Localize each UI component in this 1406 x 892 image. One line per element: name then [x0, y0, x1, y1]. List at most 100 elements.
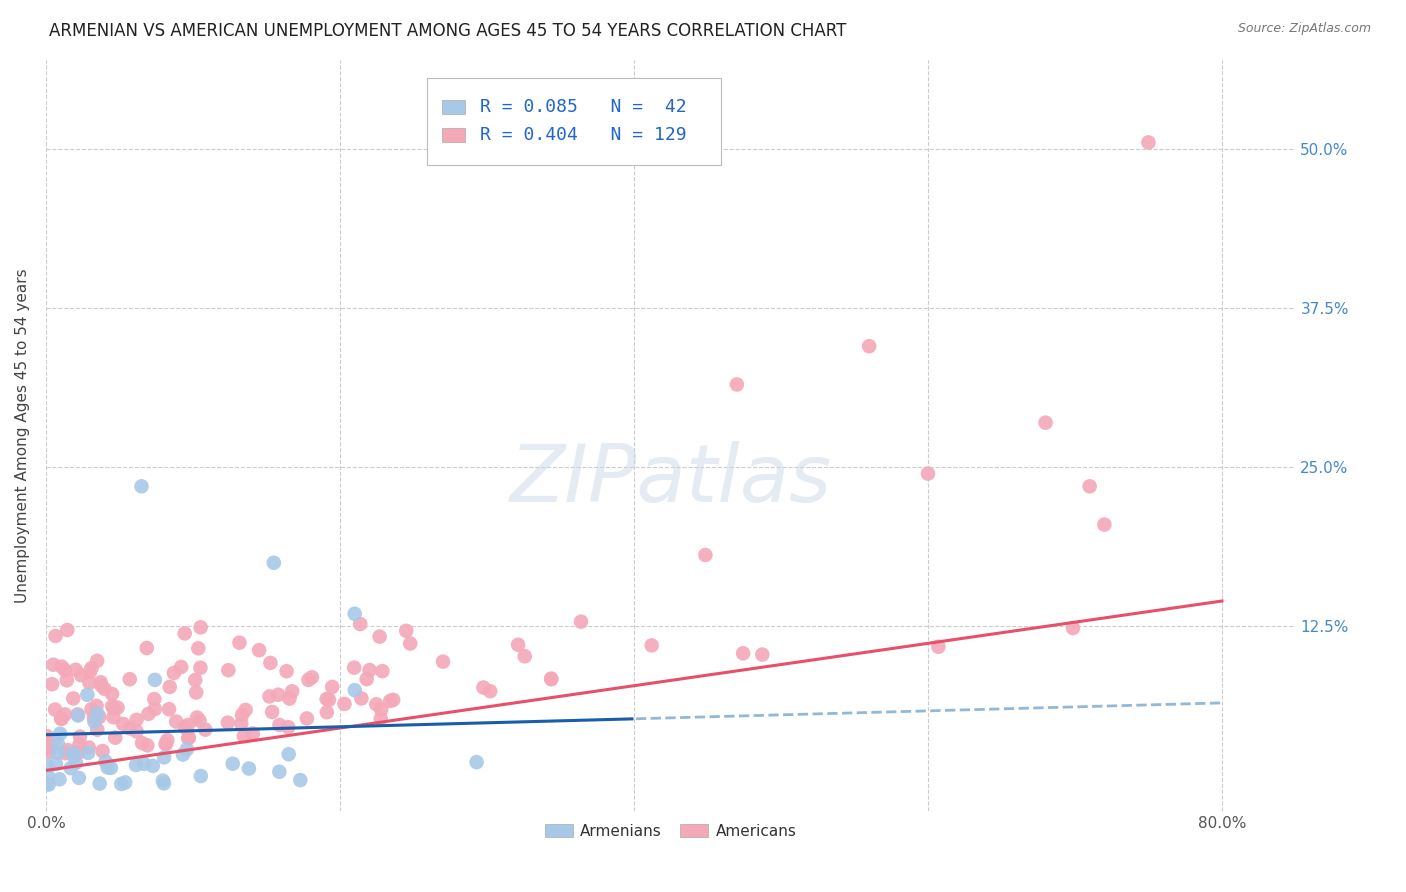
Point	[132, 756, 155, 771]
Point	[163, 665, 186, 680]
Point	[235, 703, 257, 717]
Point	[131, 479, 153, 493]
Point	[172, 747, 194, 762]
FancyBboxPatch shape	[441, 100, 464, 113]
Point	[315, 692, 337, 706]
Point	[37, 740, 59, 755]
Point	[263, 556, 285, 570]
Point	[540, 673, 562, 687]
Point	[277, 747, 299, 762]
Point	[42, 657, 65, 672]
Point	[110, 777, 132, 791]
Point	[513, 649, 536, 664]
Point	[315, 705, 337, 719]
Point	[89, 776, 111, 790]
Point	[295, 711, 318, 725]
Point	[927, 640, 949, 654]
Point	[79, 676, 101, 690]
Point	[222, 756, 245, 771]
Point	[46, 746, 69, 760]
Point	[277, 720, 299, 734]
Point	[269, 718, 291, 732]
Point	[371, 664, 394, 678]
Point	[370, 702, 392, 716]
Point	[290, 773, 312, 788]
Point	[343, 607, 366, 621]
Point	[259, 690, 281, 704]
Point	[37, 768, 59, 782]
Point	[104, 731, 127, 745]
Point	[44, 702, 66, 716]
Point	[62, 748, 84, 763]
Point	[62, 691, 84, 706]
Point	[733, 646, 755, 660]
Point	[46, 737, 69, 751]
Point	[38, 778, 60, 792]
Point	[143, 673, 166, 687]
Point	[118, 672, 141, 686]
Point	[267, 688, 290, 702]
Point	[228, 635, 250, 649]
Point	[51, 712, 73, 726]
Point	[349, 617, 371, 632]
Point	[77, 746, 100, 760]
Point	[51, 711, 73, 725]
Point	[247, 643, 270, 657]
Point	[217, 663, 239, 677]
Text: R = 0.085   N =  42: R = 0.085 N = 42	[479, 98, 686, 116]
Point	[79, 665, 101, 679]
Point	[125, 758, 148, 772]
Point	[77, 740, 100, 755]
Point	[276, 664, 298, 678]
Y-axis label: Unemployment Among Ages 45 to 54 years: Unemployment Among Ages 45 to 54 years	[15, 268, 30, 603]
Point	[67, 771, 90, 785]
Point	[186, 685, 208, 699]
Point	[173, 626, 195, 640]
Point	[259, 656, 281, 670]
Point	[242, 726, 264, 740]
Point	[56, 623, 79, 637]
Point	[1092, 517, 1115, 532]
Point	[66, 707, 89, 722]
Point	[35, 777, 58, 791]
Point	[155, 737, 177, 751]
Point	[100, 761, 122, 775]
Point	[41, 677, 63, 691]
Point	[83, 714, 105, 729]
Point	[103, 702, 125, 716]
Point	[321, 680, 343, 694]
Point	[165, 714, 187, 729]
Point	[318, 693, 340, 707]
Point	[80, 702, 103, 716]
Point	[51, 659, 73, 673]
Point	[177, 731, 200, 745]
Point	[333, 697, 356, 711]
Point	[432, 655, 454, 669]
Text: Source: ZipAtlas.com: Source: ZipAtlas.com	[1237, 22, 1371, 36]
FancyBboxPatch shape	[441, 128, 464, 142]
Point	[118, 722, 141, 736]
Point	[382, 693, 405, 707]
Point	[107, 700, 129, 714]
Point	[399, 636, 422, 650]
Point	[97, 760, 120, 774]
Point	[301, 670, 323, 684]
Point	[67, 746, 90, 760]
Point	[395, 624, 418, 638]
Point	[177, 731, 200, 746]
Point	[1137, 136, 1160, 150]
Text: R = 0.404   N = 129: R = 0.404 N = 129	[479, 126, 686, 144]
Point	[1035, 416, 1057, 430]
Point	[269, 764, 291, 779]
Text: ZIPatlas: ZIPatlas	[509, 442, 832, 519]
Point	[262, 705, 284, 719]
Point	[56, 673, 79, 688]
Point	[356, 672, 378, 686]
Point	[231, 708, 253, 723]
FancyBboxPatch shape	[427, 78, 721, 165]
Point	[91, 744, 114, 758]
Point	[725, 377, 748, 392]
Point	[281, 684, 304, 698]
Point	[142, 759, 165, 773]
Point	[67, 738, 90, 752]
